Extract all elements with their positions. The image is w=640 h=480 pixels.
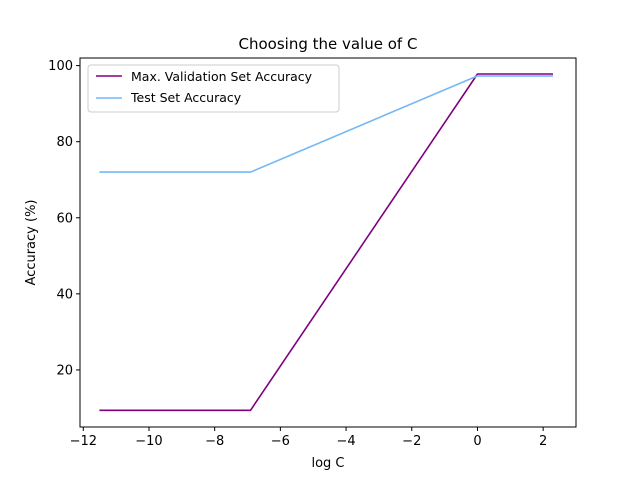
y-axis-ticks: 20 40 60 80 100 bbox=[48, 59, 80, 378]
x-tick-label: 0 bbox=[473, 434, 481, 449]
series-layer bbox=[99, 73, 553, 412]
x-tick-label: −4 bbox=[336, 434, 355, 449]
x-axis-label: log C bbox=[311, 456, 344, 471]
x-axis-ticks: −12 −10 −8 −6 −4 −2 0 2 bbox=[70, 427, 547, 449]
legend-label-max-validation: Max. Validation Set Accuracy bbox=[131, 69, 313, 84]
legend: Max. Validation Set Accuracy Test Set Ac… bbox=[87, 64, 340, 113]
y-tick-label: 40 bbox=[56, 287, 73, 302]
legend-label-test-set: Test Set Accuracy bbox=[130, 90, 242, 105]
series-line-0 bbox=[99, 73, 553, 412]
y-tick-label: 20 bbox=[56, 363, 73, 378]
plot-frame bbox=[79, 57, 577, 428]
series-line-1 bbox=[99, 75, 553, 173]
legend-box bbox=[87, 64, 340, 113]
y-tick-label: 80 bbox=[56, 135, 73, 150]
y-tick-label: 60 bbox=[56, 211, 73, 226]
x-tick-label: 2 bbox=[539, 434, 547, 449]
y-tick-label: 100 bbox=[48, 59, 73, 74]
x-tick-label: −2 bbox=[402, 434, 421, 449]
y-axis-label: Accuracy (%) bbox=[24, 200, 39, 286]
x-tick-label: −8 bbox=[205, 434, 224, 449]
x-tick-label: −12 bbox=[70, 434, 97, 449]
chart-title: Choosing the value of C bbox=[239, 35, 418, 53]
x-tick-label: −6 bbox=[271, 434, 290, 449]
x-tick-label: −10 bbox=[135, 434, 162, 449]
